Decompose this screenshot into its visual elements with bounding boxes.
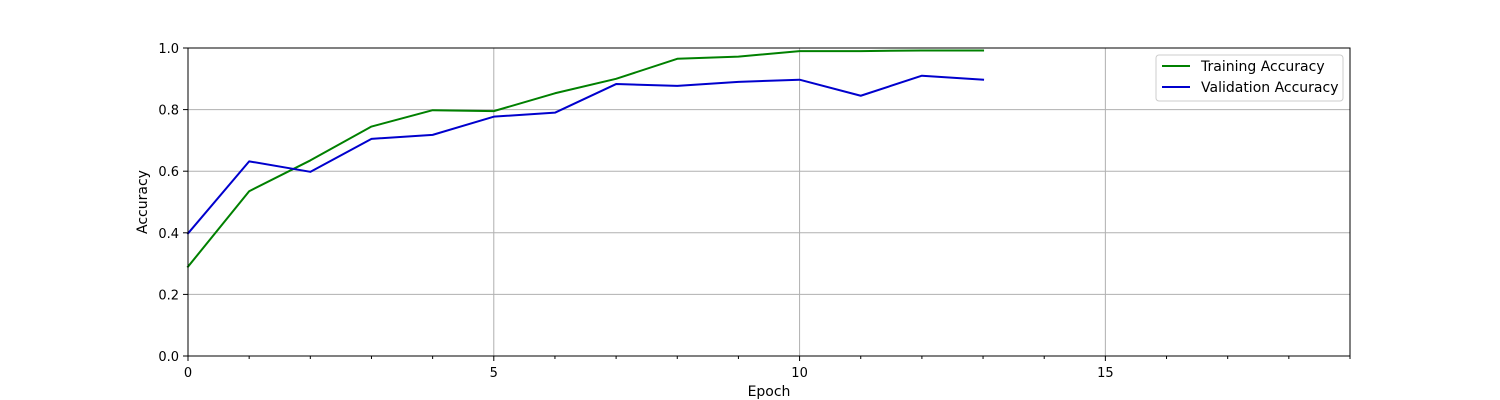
y-tick-label: 0.6 <box>158 165 179 180</box>
y-tick-label: 0.4 <box>158 227 179 242</box>
x-tick-label: 10 <box>791 366 808 381</box>
y-axis-ticks: 0.0 0.2 0.4 0.6 0.8 1.0 <box>158 42 188 365</box>
x-axis-ticks: 0 5 10 15 <box>184 356 1351 381</box>
x-tick-label: 5 <box>490 366 498 381</box>
y-tick-label: 0.2 <box>158 288 179 303</box>
legend-label-validation-accuracy: Validation Accuracy <box>1201 80 1339 96</box>
legend-label-training-accuracy: Training Accuracy <box>1200 59 1325 75</box>
y-tick-label: 0.0 <box>158 350 179 365</box>
x-axis-label: Epoch <box>748 384 791 400</box>
legend-box <box>1155 54 1344 102</box>
y-tick-label: 0.8 <box>158 104 179 119</box>
y-tick-label: 1.0 <box>158 42 179 57</box>
y-axis-label: Accuracy <box>135 170 151 234</box>
x-tick-label: 15 <box>1097 366 1114 381</box>
x-tick-label: 0 <box>184 366 192 381</box>
plot-frame <box>187 47 1351 357</box>
legend: Training Accuracy Validation Accuracy <box>1155 54 1344 102</box>
series-line-validation-accuracy <box>186 74 985 235</box>
series-line-training-accuracy <box>186 49 985 269</box>
series-layer <box>186 49 985 269</box>
